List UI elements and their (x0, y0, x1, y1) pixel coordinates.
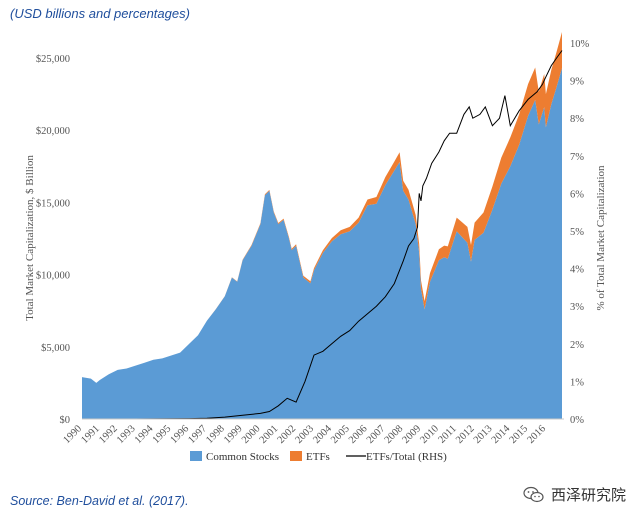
x-tick-label: 2012 (454, 423, 477, 446)
x-tick-label: 2014 (490, 423, 513, 446)
x-tick-label: 2000 (240, 423, 263, 446)
y2-tick-label: 1% (570, 377, 584, 388)
watermark-text: 西泽研究院 (550, 486, 626, 504)
wechat-icon (523, 486, 544, 502)
legend-label: ETFs (306, 451, 330, 463)
x-axis: 1990199119921993199419951996199719981999… (61, 423, 548, 446)
x-tick-label: 1996 (169, 423, 192, 446)
x-tick-label: 2013 (472, 423, 495, 446)
y2-tick-label: 10% (570, 39, 590, 50)
x-tick-label: 2004 (311, 423, 334, 446)
watermark: 西泽研究院 (523, 484, 626, 505)
x-tick-label: 2011 (436, 423, 458, 445)
left-axis-title: Total Market Capitalization, $ Billion (24, 155, 36, 321)
x-tick-label: 2006 (347, 423, 370, 446)
plot-areas (82, 32, 563, 420)
x-tick-label: 2010 (418, 423, 441, 446)
x-tick-label: 1992 (97, 423, 120, 446)
x-tick-label: 1994 (133, 423, 156, 446)
legend-swatch (290, 451, 302, 461)
x-tick-label: 2009 (401, 423, 424, 446)
y2-tick-label: 3% (570, 302, 584, 313)
y2-tick-label: 0% (570, 415, 584, 426)
legend: Common Stocks ETFs ETFs/Total (RHS) (190, 451, 447, 463)
y-tick-label: $0 (60, 415, 71, 426)
etfs-total-ratio-line (82, 50, 563, 420)
y-tick-label: $20,000 (36, 126, 70, 137)
legend-swatch (190, 451, 202, 461)
y2-tick-label: 6% (570, 189, 584, 200)
x-tick-label: 1993 (115, 423, 138, 446)
x-tick-label: 2001 (258, 423, 281, 446)
x-tick-label: 2015 (508, 423, 531, 446)
x-tick-label: 1991 (79, 423, 102, 446)
left-axis: $0 $5,000 $10,000 $15,000 $20,000 $25,000 (36, 54, 70, 426)
x-tick-label: 2016 (525, 423, 548, 446)
y2-tick-label: 8% (570, 114, 584, 125)
y2-tick-label: 4% (570, 265, 584, 276)
source-note: Source: Ben-David et al. (2017). (10, 494, 189, 508)
legend-label: Common Stocks (206, 451, 279, 463)
x-tick-label: 2002 (276, 423, 299, 446)
y2-tick-label: 2% (570, 340, 584, 351)
y2-tick-label: 7% (570, 152, 584, 163)
y2-tick-label: 5% (570, 227, 584, 238)
x-tick-label: 2008 (383, 423, 406, 446)
y2-tick-label: 9% (570, 77, 584, 88)
x-tick-label: 2005 (329, 423, 352, 446)
x-tick-label: 1995 (151, 423, 174, 446)
common-stocks-area (82, 68, 562, 419)
right-axis-title: % of Total Market Capitalization (595, 165, 607, 311)
x-tick-label: 1999 (222, 423, 245, 446)
y-tick-label: $15,000 (36, 198, 70, 209)
y-tick-label: $10,000 (36, 271, 70, 282)
right-axis: 0% 1% 2% 3% 4% 5% 6% 7% 8% 9% 10% (570, 39, 590, 426)
y-tick-label: $5,000 (41, 343, 70, 354)
x-tick-label: 2007 (365, 423, 388, 446)
x-tick-label: 1990 (61, 423, 84, 446)
x-tick-label: 1998 (204, 423, 227, 446)
x-tick-label: 2003 (293, 423, 316, 446)
header-note: (USD billions and percentages) (10, 6, 190, 21)
y-tick-label: $25,000 (36, 54, 70, 65)
legend-label: ETFs/Total (RHS) (366, 451, 447, 463)
x-tick-label: 1997 (186, 423, 209, 446)
